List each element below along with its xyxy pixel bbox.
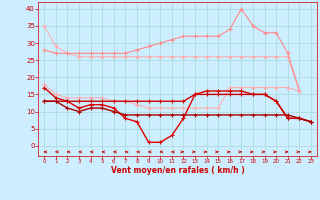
- X-axis label: Vent moyen/en rafales ( km/h ): Vent moyen/en rafales ( km/h ): [111, 166, 244, 175]
